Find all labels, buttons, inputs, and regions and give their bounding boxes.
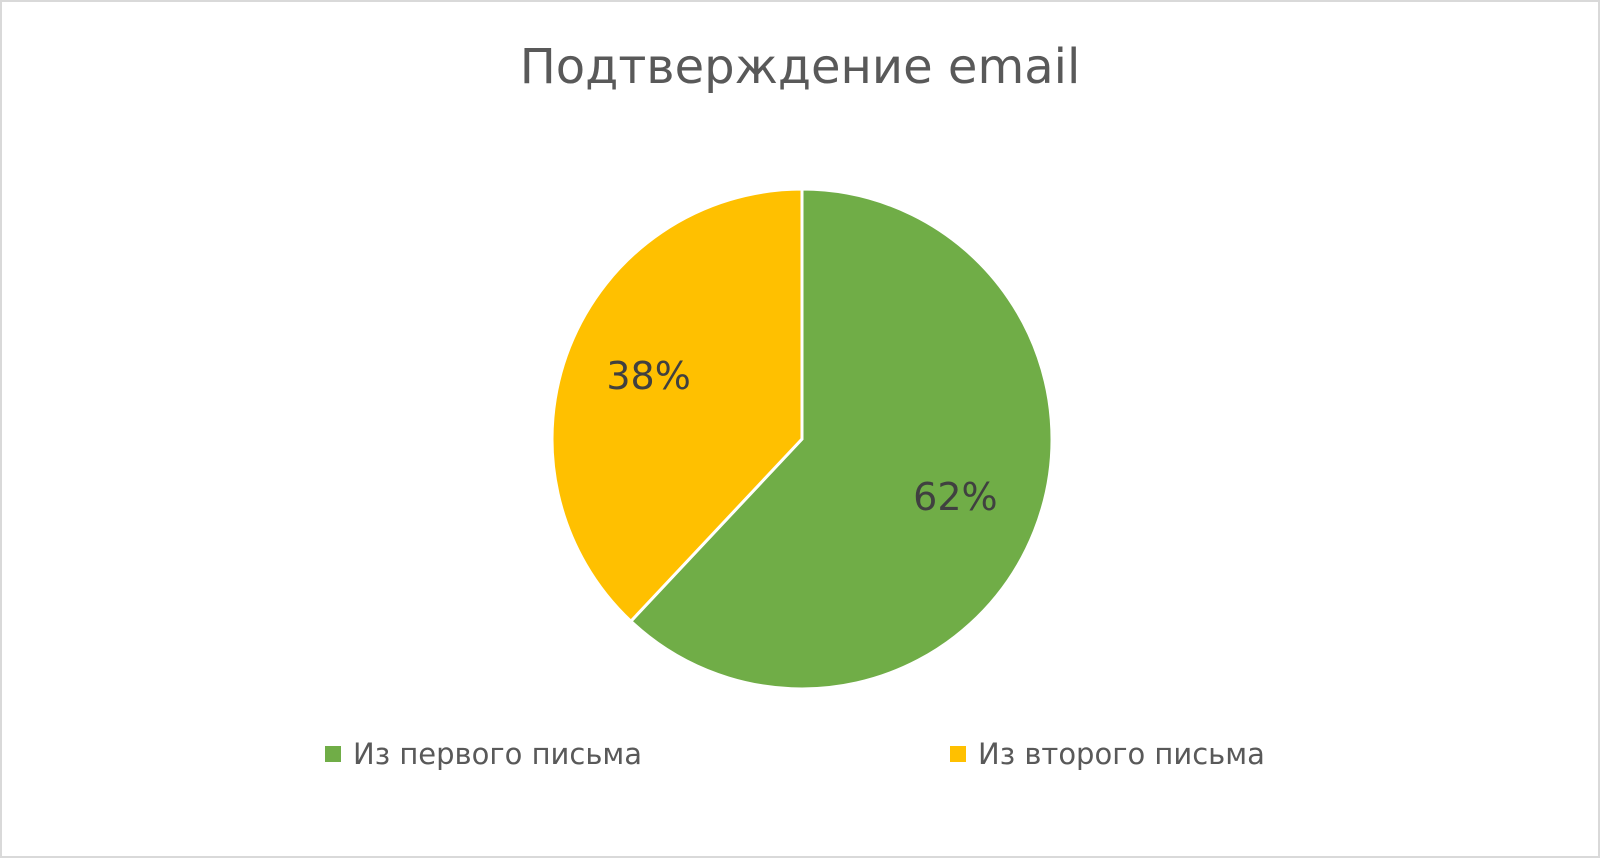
legend-swatch bbox=[325, 746, 341, 762]
chart-title: Подтверждение email bbox=[520, 39, 1081, 95]
legend-swatch bbox=[950, 746, 966, 762]
pie-slice bbox=[550, 187, 804, 624]
data-label: 62% bbox=[913, 475, 997, 519]
pie-slice bbox=[628, 187, 1054, 691]
data-label: 38% bbox=[606, 354, 690, 398]
legend-label: Из второго письма bbox=[978, 737, 1265, 771]
legend-label: Из первого письма bbox=[353, 737, 642, 771]
